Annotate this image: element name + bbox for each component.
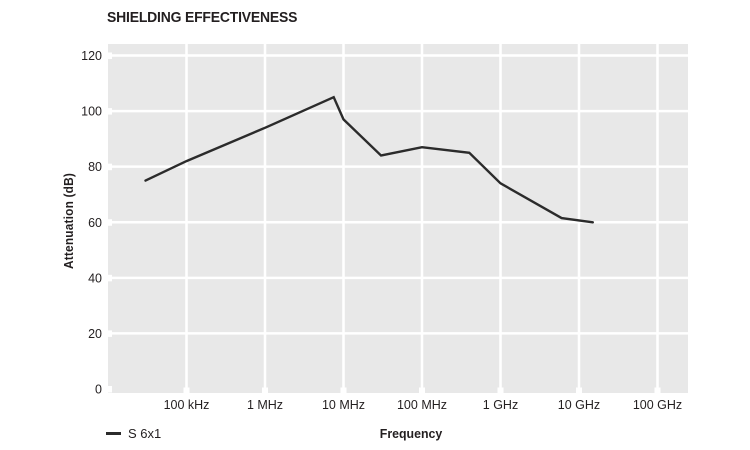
x-tick-label: 100 kHz xyxy=(164,398,210,412)
x-tick-label: 10 MHz xyxy=(322,398,365,412)
y-tick-label: 0 xyxy=(95,383,102,397)
y-tick-label: 40 xyxy=(88,271,102,285)
y-tick-mark xyxy=(104,219,112,226)
x-tick-label: 100 GHz xyxy=(633,398,682,412)
x-tick-label: 1 MHz xyxy=(247,398,283,412)
y-tick-mark xyxy=(104,386,112,393)
x-tick-label: 10 GHz xyxy=(558,398,600,412)
x-tick-mark xyxy=(340,387,347,394)
chart-title: SHIELDING EFFECTIVENESS xyxy=(107,9,298,26)
x-tick-mark xyxy=(497,387,504,394)
series-line xyxy=(144,95,594,224)
y-tick-mark xyxy=(104,52,112,59)
legend-line-swatch xyxy=(106,432,121,435)
x-tick-mark xyxy=(654,387,661,394)
x-tick-label: 100 MHz xyxy=(397,398,447,412)
plot-background xyxy=(108,44,688,393)
x-axis-title: Frequency xyxy=(379,426,443,441)
y-tick-label: 60 xyxy=(88,216,102,230)
y-tick-label: 120 xyxy=(81,49,102,63)
y-tick-label: 100 xyxy=(81,105,102,119)
legend: S 6x1 xyxy=(106,426,161,441)
y-tick-mark xyxy=(104,330,112,337)
y-tick-label: 20 xyxy=(88,327,102,341)
y-tick-mark xyxy=(104,108,112,115)
x-tick-label: 1 GHz xyxy=(483,398,518,412)
x-tick-mark xyxy=(183,387,190,394)
x-tick-mark xyxy=(262,387,268,394)
x-tick-mark xyxy=(576,387,582,394)
y-tick-label: 80 xyxy=(88,160,102,174)
y-tick-mark xyxy=(104,274,112,282)
legend-series-label: S 6x1 xyxy=(128,426,162,441)
y-axis-title: Attenuation (dB) xyxy=(62,172,76,270)
y-tick-mark xyxy=(104,163,112,171)
x-tick-mark xyxy=(419,387,425,394)
